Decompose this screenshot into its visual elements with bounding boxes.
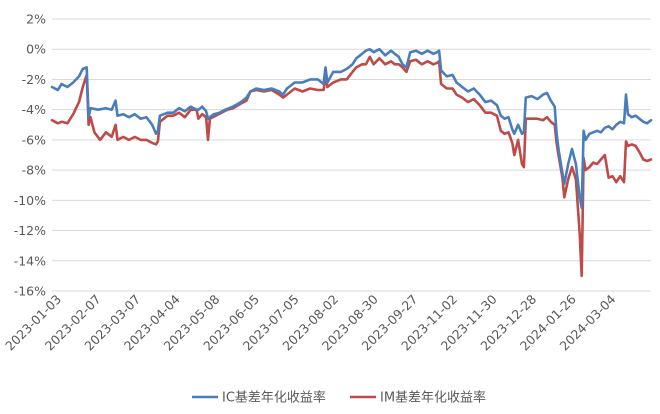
y-tick-label: 0%: [26, 42, 46, 57]
series-line-im: [50, 55, 653, 278]
series-line-ic: [50, 47, 653, 210]
y-tick-label: -8%: [22, 163, 46, 178]
x-axis: 2023-01-032023-02-072023-03-072023-04-04…: [2, 291, 618, 353]
legend: IC基差年化收益率 IM基差年化收益率: [192, 390, 486, 406]
y-tick-label: -12%: [14, 223, 46, 238]
gridlines: [52, 18, 651, 292]
y-axis: 2% 0% -2% -4% -6% -8% -10% -12% -14% -16%: [14, 12, 46, 299]
y-tick-label: -6%: [22, 132, 46, 147]
legend-label-ic: IC基差年化收益率: [222, 390, 326, 406]
y-tick-label: -10%: [14, 193, 46, 208]
y-tick-label: -14%: [14, 253, 46, 268]
legend-label-im: IM基差年化收益率: [380, 390, 486, 406]
series-lines: [50, 47, 653, 278]
y-tick-label: 2%: [26, 12, 46, 27]
y-tick-label: -16%: [14, 284, 46, 299]
y-tick-label: -2%: [22, 72, 46, 87]
y-tick-label: -4%: [22, 102, 46, 117]
